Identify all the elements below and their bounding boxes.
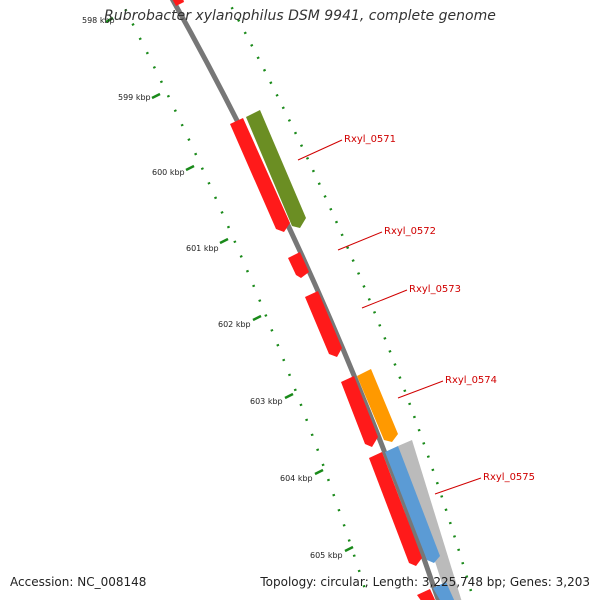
gene-arrow-red [341,376,378,447]
gene-label[interactable]: Rxyl_0573 [409,284,461,295]
accession-text: Accession: NC_008148 [10,575,147,589]
gene-arrow-blue [433,582,455,600]
outer-tick-track [226,0,475,600]
gene-arrow-red [172,0,184,6]
gene-label[interactable]: Rxyl_0574 [445,375,497,386]
tick-label: 605 kbp [310,551,343,560]
label-connectors [297,139,482,495]
topology-text: Topology: circular; Length: 3,225,748 bp… [260,575,590,589]
map-title: Rubrobacter xylanophilus DSM 9941, compl… [104,8,496,24]
tick-label: 600 kbp [152,168,185,177]
tick-label: 599 kbp [118,93,151,102]
gene-arrow-red [288,252,309,278]
inner-tick-track [119,0,370,600]
gene-arrow-red [230,118,290,232]
tick-label: 604 kbp [280,474,313,483]
genome-backbone [169,0,441,600]
gene-label[interactable]: Rxyl_0575 [483,472,535,483]
major-ticks [105,16,354,553]
gene-arrow-green [246,110,306,228]
tick-label: 603 kbp [250,397,283,406]
gene-arrow-blue [385,446,440,563]
gene-arrow-red [417,589,436,600]
tick-label: 598 kbp [82,16,115,25]
gene-label[interactable]: Rxyl_0572 [384,226,436,237]
gene-arrow-grey [398,440,462,600]
gene-arrow-orange [357,369,398,442]
tick-label: 602 kbp [218,320,251,329]
tick-label: 601 kbp [186,244,219,253]
gene-arrow-red [369,452,422,566]
gene-label[interactable]: Rxyl_0571 [344,134,396,145]
gene-arrow-red [305,291,342,357]
